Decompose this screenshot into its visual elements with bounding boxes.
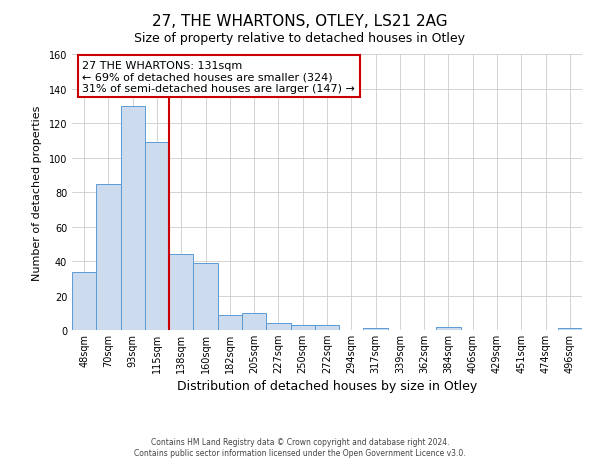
Bar bbox=[96, 184, 121, 330]
Bar bbox=[266, 324, 290, 330]
Text: 27, THE WHARTONS, OTLEY, LS21 2AG: 27, THE WHARTONS, OTLEY, LS21 2AG bbox=[152, 14, 448, 29]
Bar bbox=[290, 325, 315, 330]
Text: Size of property relative to detached houses in Otley: Size of property relative to detached ho… bbox=[134, 32, 466, 45]
Y-axis label: Number of detached properties: Number of detached properties bbox=[32, 105, 41, 280]
Text: Contains HM Land Registry data © Crown copyright and database right 2024.
Contai: Contains HM Land Registry data © Crown c… bbox=[134, 437, 466, 457]
X-axis label: Distribution of detached houses by size in Otley: Distribution of detached houses by size … bbox=[177, 380, 477, 392]
Bar bbox=[169, 255, 193, 330]
Text: 27 THE WHARTONS: 131sqm
← 69% of detached houses are smaller (324)
31% of semi-d: 27 THE WHARTONS: 131sqm ← 69% of detache… bbox=[82, 61, 355, 94]
Bar bbox=[72, 272, 96, 330]
Bar bbox=[121, 106, 145, 330]
Bar bbox=[218, 315, 242, 330]
Bar bbox=[558, 329, 582, 330]
Bar bbox=[315, 325, 339, 330]
Bar bbox=[436, 327, 461, 330]
Bar bbox=[364, 329, 388, 330]
Bar bbox=[242, 313, 266, 330]
Bar bbox=[193, 263, 218, 330]
Bar bbox=[145, 143, 169, 330]
